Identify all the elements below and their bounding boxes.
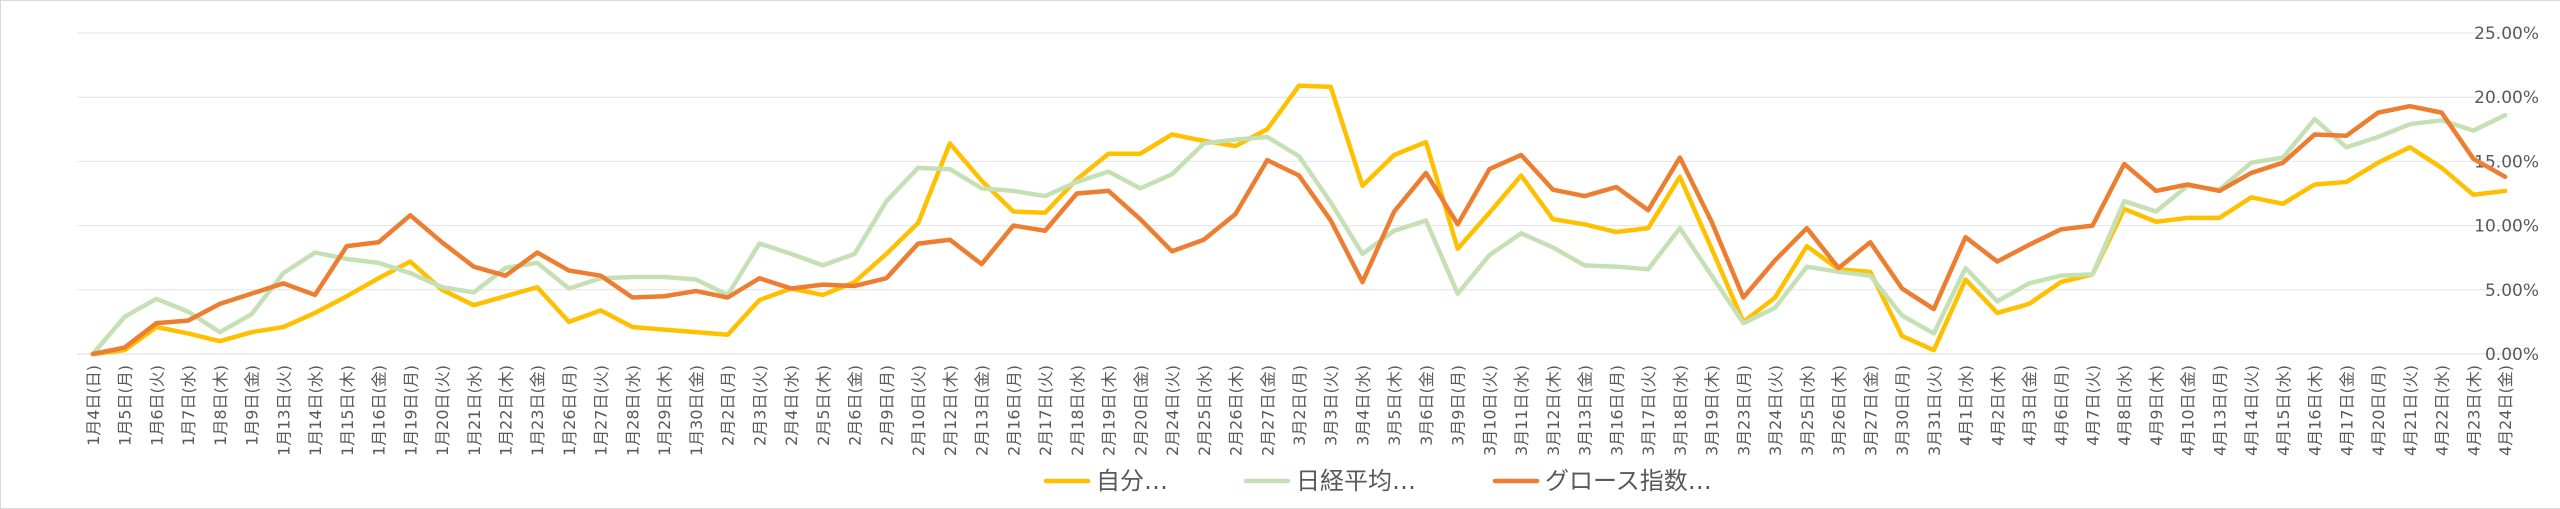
x-tick-label: 4月3日(金) — [2020, 365, 2039, 446]
x-tick-label: 4月7日(火) — [2084, 365, 2103, 446]
x-tick-label: 3月31日(火) — [1925, 365, 1944, 456]
x-tick-label: 4月14日(火) — [2242, 365, 2261, 456]
y-tick-label: 10.00% — [2474, 217, 2539, 237]
x-tick-label: 3月16日(月) — [1607, 365, 1626, 456]
x-tick-label: 4月16日(木) — [2306, 365, 2325, 456]
x-tick-label: 2月25日(水) — [1195, 365, 1214, 456]
x-axis-ticks: 1月4日(日) 1月5日(月) 1月6日(火) 1月7日(水) 1月8日(木) 1月9日(… — [84, 365, 2515, 456]
x-tick-label: 3月2日(月) — [1290, 365, 1309, 446]
y-tick-label: 20.00% — [2474, 88, 2539, 108]
x-tick-label: 3月9日(月) — [1449, 365, 1468, 446]
x-tick-label: 3月10日(火) — [1480, 365, 1499, 456]
x-tick-label: 2月5日(木) — [814, 365, 833, 446]
x-tick-label: 1月20日(火) — [433, 365, 452, 456]
x-tick-label: 3月18日(水) — [1671, 365, 1690, 456]
legend-label: 日経平均… — [1296, 467, 1416, 495]
series-lines — [90, 83, 2508, 357]
legend-label: グロース指数… — [1545, 467, 1712, 495]
x-tick-label: 1月5日(月) — [116, 365, 135, 446]
x-tick-label: 1月29日(木) — [655, 365, 674, 456]
gridlines — [77, 32, 2521, 355]
x-tick-label: 2月6日(金) — [846, 365, 865, 446]
x-tick-label: 2月19日(木) — [1100, 365, 1119, 456]
x-tick-label: 2月9日(月) — [877, 365, 896, 446]
x-tick-label: 2月26日(木) — [1227, 365, 1246, 456]
x-tick-label: 4月21日(火) — [2401, 365, 2420, 456]
x-tick-label: 4月10日(金) — [2179, 365, 2198, 456]
x-tick-label: 3月12日(木) — [1544, 365, 1563, 456]
x-tick-label: 3月13日(金) — [1576, 365, 1595, 456]
x-tick-label: 1月16日(金) — [370, 365, 389, 456]
x-tick-label: 2月13日(金) — [973, 365, 992, 456]
x-tick-label: 1月30日(金) — [687, 365, 706, 456]
series-line-2 — [90, 112, 2508, 357]
x-tick-label: 3月19日(木) — [1703, 365, 1722, 456]
x-tick-label: 4月20日(月) — [2369, 365, 2388, 456]
x-tick-label: 4月24日(金) — [2496, 365, 2515, 456]
y-tick-label: 5.00% — [2485, 281, 2539, 301]
x-tick-label: 1月14日(水) — [306, 365, 325, 456]
x-tick-label: 3月4日(水) — [1353, 365, 1372, 446]
x-tick-label: 2月27日(金) — [1258, 365, 1277, 456]
x-tick-label: 3月6日(金) — [1417, 365, 1436, 446]
legend: 自分… 日経平均… グロース指数… — [1043, 467, 1712, 495]
x-tick-label: 4月8日(水) — [2115, 365, 2134, 446]
x-tick-label: 4月22日(水) — [2433, 365, 2452, 456]
x-tick-label: 1月15日(木) — [338, 365, 357, 456]
x-tick-label: 4月15日(水) — [2274, 365, 2293, 456]
y-tick-label: 25.00% — [2474, 24, 2539, 44]
x-tick-label: 2月2日(月) — [719, 365, 738, 446]
x-tick-label: 4月9日(木) — [2147, 365, 2166, 446]
x-tick-label: 2月17日(火) — [1036, 365, 1055, 456]
x-tick-label: 2月10日(火) — [909, 365, 928, 456]
x-tick-label: 1月26日(月) — [560, 365, 579, 456]
x-tick-label: 3月5日(木) — [1385, 365, 1404, 446]
x-tick-label: 1月23日(金) — [528, 365, 547, 456]
x-tick-label: 2月3日(火) — [750, 365, 769, 446]
x-tick-label: 1月22日(木) — [496, 365, 515, 456]
x-tick-label: 4月17日(金) — [2337, 365, 2356, 456]
x-tick-label: 1月13日(火) — [274, 365, 293, 456]
x-tick-label: 2月18日(水) — [1068, 365, 1087, 456]
x-tick-label: 3月24日(火) — [1766, 365, 1785, 456]
x-tick-label: 1月9日(金) — [243, 365, 262, 446]
legend-label: 自分… — [1096, 467, 1168, 495]
x-tick-label: 4月2日(木) — [1988, 365, 2007, 446]
series-line-3 — [90, 103, 2508, 357]
y-axis-ticks: 0.00%5.00%10.00%15.00%20.00%25.00% — [2474, 24, 2539, 365]
x-tick-label: 3月11日(水) — [1512, 365, 1531, 456]
x-tick-label: 1月27日(火) — [592, 365, 611, 456]
x-tick-label: 3月27日(金) — [1861, 365, 1880, 456]
x-tick-label: 1月4日(日) — [84, 365, 103, 446]
x-tick-label: 3月26日(木) — [1830, 365, 1849, 456]
y-tick-label: 0.00% — [2485, 345, 2539, 365]
x-tick-label: 1月6日(火) — [147, 365, 166, 446]
x-tick-label: 1月7日(水) — [179, 365, 198, 446]
x-tick-label: 2月24日(火) — [1163, 365, 1182, 456]
x-tick-label: 1月8日(木) — [211, 365, 230, 446]
x-tick-label: 1月21日(水) — [465, 365, 484, 456]
x-tick-label: 2月20日(金) — [1131, 365, 1150, 456]
series-line-1 — [90, 83, 2508, 357]
x-tick-label: 4月23日(木) — [2464, 365, 2483, 456]
x-tick-label: 4月1日(水) — [1957, 365, 1976, 446]
x-tick-label: 2月4日(水) — [782, 365, 801, 446]
x-tick-label: 1月28日(水) — [623, 365, 642, 456]
x-tick-label: 4月6日(月) — [2052, 365, 2071, 446]
x-tick-label: 3月30日(月) — [1893, 365, 1912, 456]
x-tick-label: 3月25日(水) — [1798, 365, 1817, 456]
x-tick-label: 1月19日(月) — [401, 365, 420, 456]
x-tick-label: 2月12日(木) — [941, 365, 960, 456]
x-tick-label: 3月3日(火) — [1322, 365, 1341, 446]
x-tick-label: 3月17日(火) — [1639, 365, 1658, 456]
x-tick-label: 4月13日(月) — [2210, 365, 2229, 456]
x-tick-label: 2月16日(月) — [1004, 365, 1023, 456]
x-tick-label: 3月23日(月) — [1734, 365, 1753, 456]
